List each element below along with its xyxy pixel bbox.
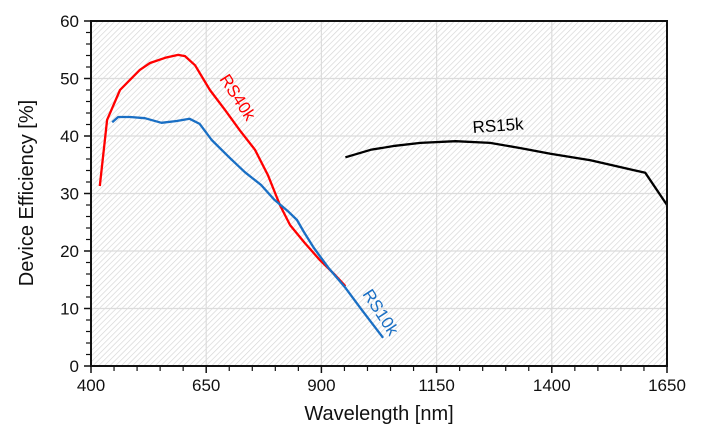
- y-tick-label: 50: [60, 70, 79, 89]
- y-tick-label: 20: [60, 242, 79, 261]
- y-tick-label: 10: [60, 300, 79, 319]
- y-tick-label: 40: [60, 127, 79, 146]
- x-tick-label: 650: [192, 376, 220, 395]
- y-tick-label: 60: [60, 12, 79, 31]
- series-line-rs10k: [111, 115, 385, 339]
- series-line-rs40k: [98, 53, 347, 287]
- series-line-rs15k: [345, 140, 668, 206]
- y-axis-label: Device Efficiency [%]: [16, 100, 38, 286]
- x-axis-label: Wavelength [nm]: [304, 403, 453, 425]
- y-tick-label: 30: [60, 185, 79, 204]
- x-tick-label: 1150: [418, 376, 455, 395]
- ticks: 400 650 900 1150 1400 1650 0 10 20 30 40 50 60: [60, 12, 686, 395]
- x-tick-label: 1400: [533, 376, 571, 395]
- x-tick-label: 400: [77, 376, 105, 395]
- series-label-rs15k: RS15k: [472, 114, 525, 137]
- x-tick-label: 1650: [648, 376, 686, 395]
- y-tick-label: 0: [70, 357, 79, 376]
- series-layer: [98, 53, 668, 339]
- x-tick-label: 900: [307, 376, 335, 395]
